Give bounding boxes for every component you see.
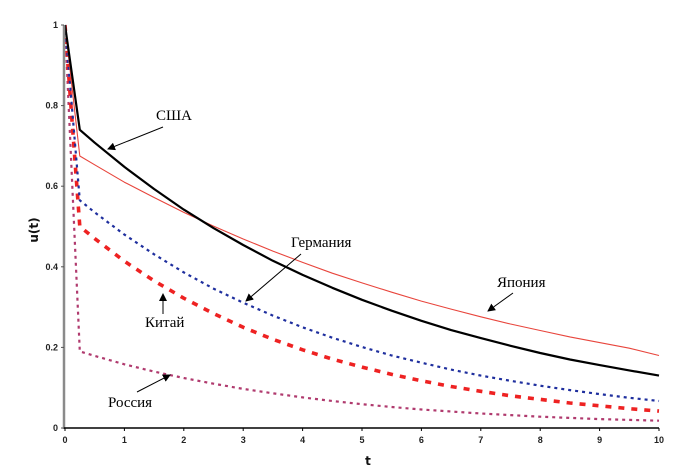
annotation-japan: Япония	[497, 275, 546, 291]
series-line-germany	[63, 24, 660, 403]
series-line-russia	[63, 24, 660, 422]
x-tick-label: 2	[181, 435, 186, 445]
x-tick-label: 4	[300, 435, 305, 445]
y-axis-label: u(t)	[27, 217, 41, 242]
annotation-germany: Германия	[291, 235, 352, 251]
series-layer	[63, 24, 660, 422]
y-tick-label: 0.6	[45, 181, 58, 191]
series-line-china	[63, 24, 660, 413]
y-tick-label: 0	[53, 423, 58, 433]
arrow-usa	[107, 126, 164, 151]
arrow-russia	[136, 374, 171, 393]
series-line-usa	[63, 24, 660, 377]
x-tick-label: 3	[241, 435, 246, 445]
y-ticks: 0 0.2 0.4 0.6 0.8 1	[45, 20, 64, 433]
arrow-japan	[487, 292, 514, 312]
annotation-china: Китай	[145, 315, 184, 331]
y-tick-label: 1	[53, 20, 58, 30]
arrow-germany	[245, 253, 302, 302]
x-tick-label: 5	[359, 435, 364, 445]
y-tick-label: 0.4	[45, 262, 58, 272]
annotation-russia: Россия	[108, 395, 152, 411]
x-ticks: 0 1 2 3 4 5 6 7 8 9 10	[62, 428, 664, 445]
x-tick-label: 10	[654, 435, 664, 445]
series-line-japan	[64, 24, 660, 357]
x-tick-label: 7	[478, 435, 483, 445]
x-tick-label: 8	[538, 435, 543, 445]
x-tick-label: 6	[419, 435, 424, 445]
x-tick-label: 1	[122, 435, 127, 445]
x-tick-label: 9	[597, 435, 602, 445]
annotation-usa: США	[156, 108, 192, 124]
x-axis-label: t	[365, 454, 371, 468]
y-tick-label: 0.8	[45, 101, 58, 111]
y-tick-label: 0.2	[45, 342, 58, 352]
x-tick-label: 0	[62, 435, 67, 445]
